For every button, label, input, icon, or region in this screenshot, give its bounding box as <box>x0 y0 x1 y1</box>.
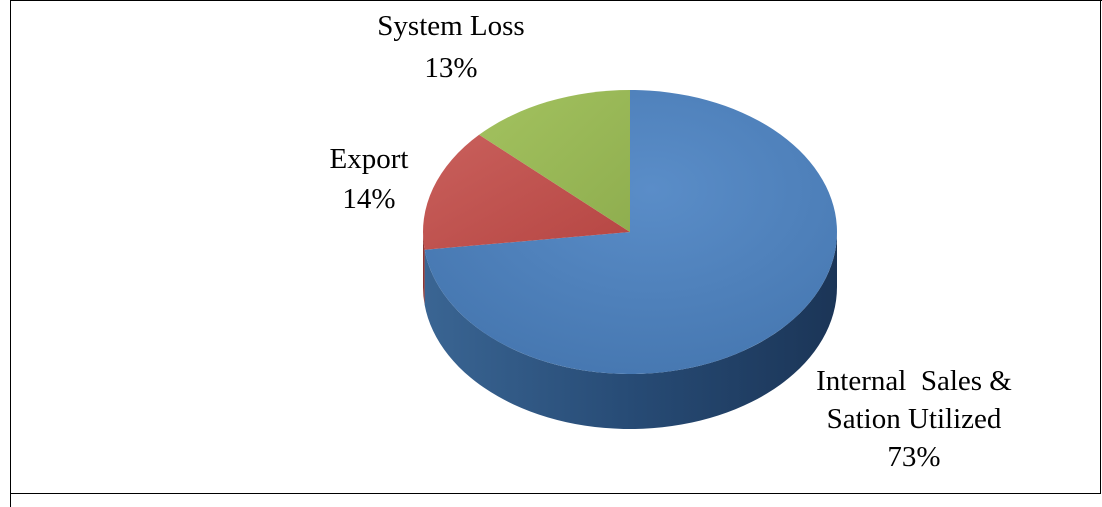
pie-sides <box>423 232 837 430</box>
pie-side-internal <box>424 232 837 430</box>
pie-side-export <box>423 232 425 305</box>
pie-tops <box>422 90 837 374</box>
data-label-internal-name-1: Internal Sales & <box>816 365 1012 397</box>
pie-slice-system-loss <box>479 90 630 232</box>
pie-labels: Internal Sales & Sation Utilized 73% Export… <box>330 10 1013 473</box>
data-label-internal-name-2: Sation Utilized <box>827 403 1002 435</box>
pie-slice-export <box>422 134 630 250</box>
data-label-system-loss-value: 13% <box>424 52 477 84</box>
data-label-internal-value: 73% <box>887 441 940 473</box>
data-label-system-loss-name-1: System Loss <box>377 10 524 42</box>
data-label-export-name-1: Export <box>330 143 409 175</box>
pie-slice-internal <box>424 90 837 374</box>
data-label-export-value: 14% <box>342 183 395 215</box>
